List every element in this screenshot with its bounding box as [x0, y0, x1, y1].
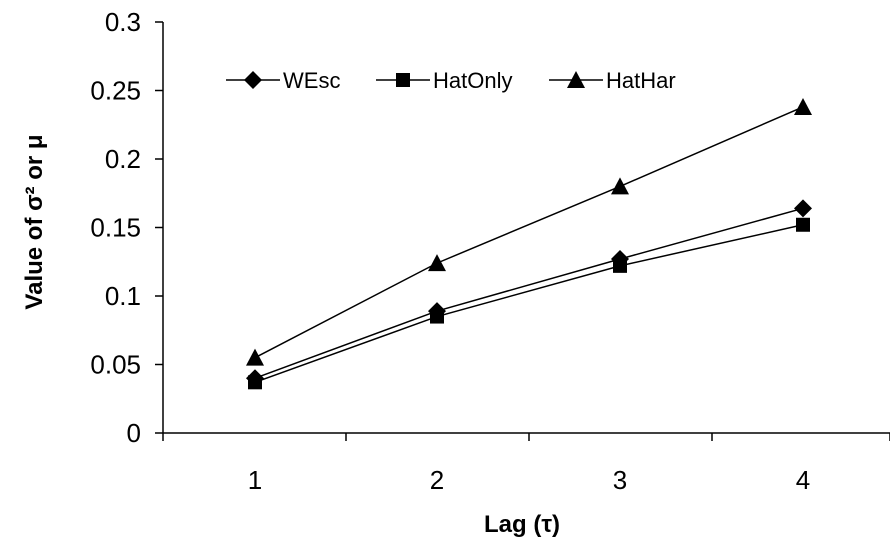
legend-item-hatonly: HatOnly	[376, 68, 512, 93]
x-tick-label: 4	[796, 465, 810, 495]
data-point	[246, 348, 264, 366]
legend-item-wesc: WEsc	[226, 68, 340, 93]
y-tick-label: 0.15	[90, 213, 141, 243]
y-ticks: 0 0.05 0.1 0.15 0.2 0.25 0.3	[90, 7, 163, 448]
data-point	[794, 97, 812, 115]
series-hatonly	[248, 217, 810, 390]
series-hathar	[246, 97, 812, 366]
y-tick-label: 0.1	[105, 281, 141, 311]
y-tick-label: 0	[127, 418, 141, 448]
legend-label: WEsc	[283, 68, 340, 93]
x-ticks: 1 2 3 4	[162, 433, 890, 495]
legend-item-hathar: HatHar	[549, 68, 676, 93]
series-line	[254, 207, 804, 379]
legend: WEsc HatOnly HatHar	[226, 68, 676, 93]
data-point	[430, 309, 444, 324]
data-point	[613, 258, 627, 273]
data-point	[428, 254, 446, 272]
data-point	[796, 217, 810, 232]
series-group	[246, 97, 812, 390]
legend-marker	[244, 71, 262, 89]
legend-label: HatOnly	[433, 68, 512, 93]
legend-marker	[567, 71, 585, 88]
legend-marker	[396, 73, 410, 87]
y-tick-label: 0.3	[105, 7, 141, 37]
y-tick-label: 0.2	[105, 144, 141, 174]
x-tick-label: 3	[613, 465, 627, 495]
x-tick-label: 1	[248, 465, 262, 495]
data-point	[248, 375, 262, 390]
series-line	[254, 224, 804, 384]
x-tick-label: 2	[430, 465, 444, 495]
series-wesc	[246, 199, 812, 388]
y-tick-label: 0.25	[90, 76, 141, 106]
series-line	[254, 106, 804, 359]
legend-label: HatHar	[606, 68, 676, 93]
data-point	[611, 177, 629, 195]
y-tick-label: 0.05	[90, 350, 141, 380]
data-point	[794, 199, 812, 218]
y-axis-title: Value of σ² or μ	[21, 134, 48, 309]
x-axis-title: Lag (τ)	[484, 511, 560, 538]
